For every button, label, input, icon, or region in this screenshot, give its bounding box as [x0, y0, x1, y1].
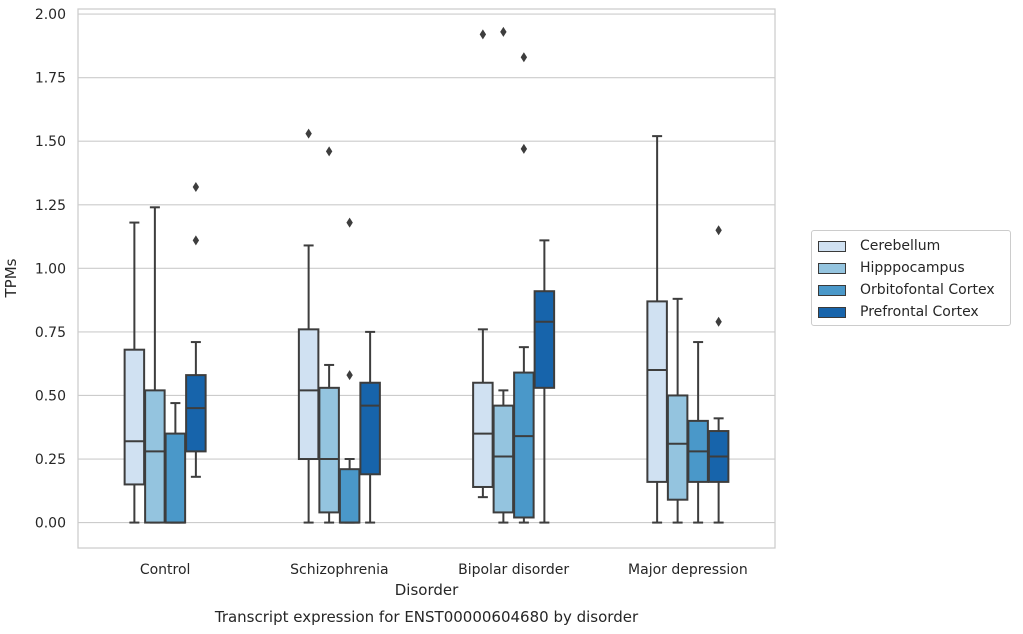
box-body-hipppocampus-control [144, 389, 166, 524]
x-axis-title: Disorder [395, 581, 459, 599]
y-tick-label-0.25: 0.25 [35, 452, 66, 468]
x-tick-label-major-depression: Major depression [628, 562, 748, 578]
outlier-prefrontal-cortex-control-1 [192, 181, 200, 192]
box-body-orbitofontal-cortex-schizophrenia [338, 468, 361, 524]
box-body-cerebellum-major-depression [646, 300, 668, 483]
x-axis-ticks: Control Schizophrenia Bipolar disorder Majo… [140, 562, 748, 578]
legend-label-hippocampus: Hipppocampus [860, 260, 965, 276]
y-tick-label-1.25: 1.25 [35, 198, 66, 214]
chart-title: Transcript expression for ENST0000060468… [214, 608, 639, 626]
y-tick-label-1.75: 1.75 [35, 71, 66, 87]
outlier-cerebellum-schizophrenia-0 [305, 128, 312, 139]
box-hipppocampus-control [144, 206, 166, 524]
box-body-orbitofontal-cortex-bipolar-disorder [513, 371, 535, 519]
legend-item-hippocampus: Hipppocampus [818, 258, 965, 278]
legend-label-cerebellum: Cerebellum [860, 238, 941, 254]
legend-item-cerebellum: Cerebellum [818, 236, 940, 256]
legend: Cerebellum Hipppocampus Orbitofontal Cor… [811, 230, 1011, 326]
box-body-prefrontal-cortex-control [185, 374, 207, 453]
box-body-cerebellum-bipolar-disorder [472, 381, 494, 488]
box-orbitofontal-cortex-control [164, 402, 187, 524]
outlier-prefrontal-cortex-major-depression-1 [715, 225, 722, 236]
box-cerebellum-major-depression [646, 135, 668, 524]
box-prefrontal-cortex-major-depression [707, 225, 730, 524]
x-tick-label-bipolar-disorder: Bipolar disorder [458, 562, 569, 578]
outlier-orbitofontal-cortex-bipolar-disorder-1 [520, 52, 528, 63]
box-body-hipppocampus-schizophrenia [318, 386, 340, 514]
box-prefrontal-cortex-control [185, 181, 207, 478]
y-tick-label-0.75: 0.75 [35, 325, 66, 341]
box-body-cerebellum-schizophrenia [297, 328, 320, 461]
legend-item-orbitofrontal: Orbitofontal Cortex [818, 280, 995, 300]
outlier-orbitofontal-cortex-schizophrenia-1 [346, 217, 353, 228]
box-cerebellum-schizophrenia [297, 128, 320, 524]
box-prefrontal-cortex-schizophrenia [359, 330, 381, 524]
box-body-orbitofontal-cortex-control [164, 432, 187, 524]
box-cerebellum-bipolar-disorder [472, 29, 494, 499]
outlier-cerebellum-bipolar-disorder-0 [479, 29, 487, 40]
y-tick-label-1.50: 1.50 [35, 134, 66, 150]
y-tick-label-1.00: 1.00 [35, 261, 66, 277]
outlier-prefrontal-cortex-major-depression-0 [715, 316, 722, 327]
box-body-cerebellum-control [123, 348, 146, 486]
y-axis-title: TPMs [2, 258, 20, 298]
legend-swatch-prefrontal [818, 306, 846, 318]
box-body-hipppocampus-bipolar-disorder [492, 404, 515, 514]
y-tick-label-0.50: 0.50 [35, 388, 66, 404]
outlier-orbitofontal-cortex-schizophrenia-0 [346, 370, 353, 381]
y-tick-label-2.00: 2.00 [35, 7, 66, 23]
outlier-hipppocampus-bipolar-disorder-0 [500, 26, 507, 37]
legend-swatch-orbitofrontal [818, 284, 846, 296]
legend-label-prefrontal: Prefrontal Cortex [860, 304, 979, 320]
outlier-hipppocampus-schizophrenia-0 [325, 146, 333, 157]
box-orbitofontal-cortex-major-depression [687, 341, 709, 524]
box-body-hipppocampus-major-depression [666, 394, 689, 501]
outlier-prefrontal-cortex-control-0 [192, 235, 200, 246]
box-prefrontal-cortex-bipolar-disorder [533, 239, 556, 524]
box-orbitofontal-cortex-schizophrenia [338, 217, 361, 524]
box-body-prefrontal-cortex-schizophrenia [359, 381, 381, 476]
x-tick-label-schizophrenia: Schizophrenia [290, 562, 388, 578]
box-orbitofontal-cortex-bipolar-disorder [513, 52, 535, 524]
y-tick-label-0.00: 0.00 [35, 516, 66, 532]
legend-label-orbitofrontal: Orbitofontal Cortex [860, 282, 995, 298]
legend-swatch-hippocampus [818, 262, 846, 274]
outlier-orbitofontal-cortex-bipolar-disorder-0 [520, 143, 528, 154]
y-axis-ticks: 0.00 0.25 0.50 0.75 1.00 1.25 1.50 1.75 2.00 [35, 7, 66, 531]
x-tick-label-control: Control [140, 562, 191, 578]
legend-item-prefrontal: Prefrontal Cortex [818, 302, 979, 322]
box-body-prefrontal-cortex-bipolar-disorder [533, 290, 556, 389]
legend-swatch-cerebellum [818, 240, 846, 252]
box-hipppocampus-schizophrenia [318, 146, 340, 524]
box-series [123, 26, 730, 524]
